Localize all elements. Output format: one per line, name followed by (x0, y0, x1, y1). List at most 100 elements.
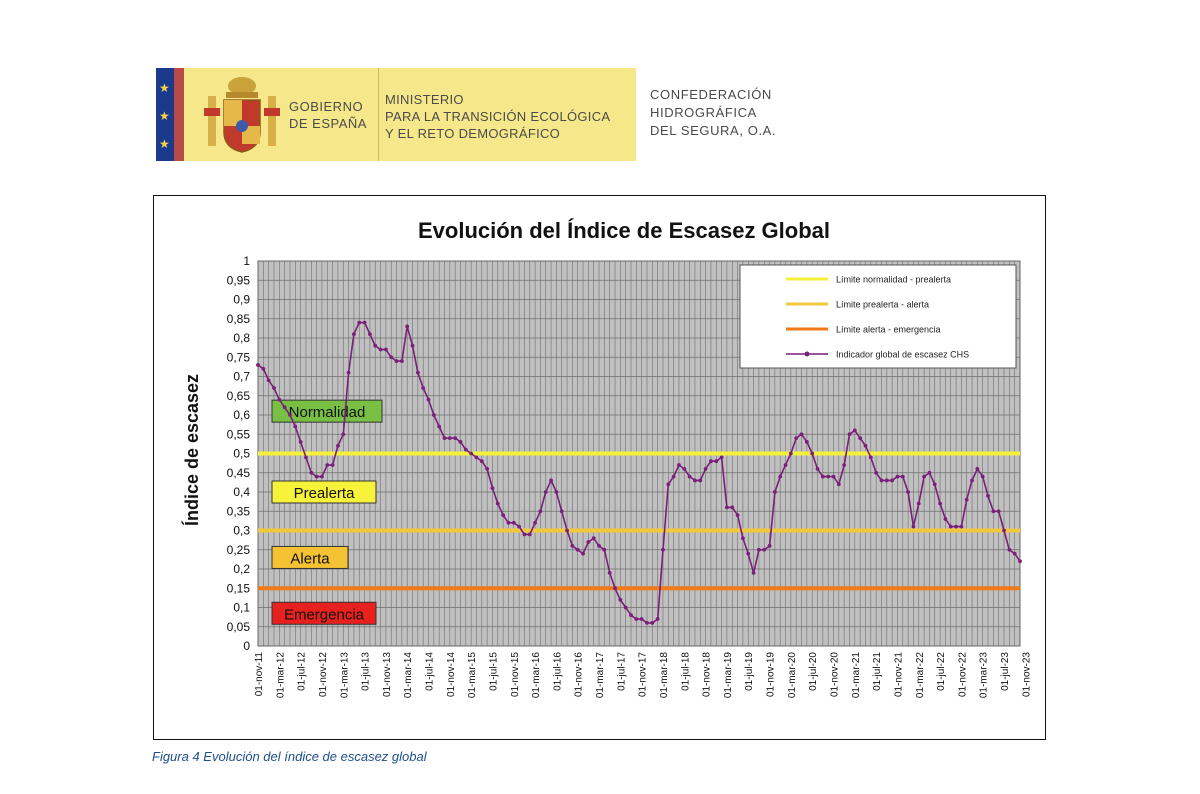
x-tick-label: 01-jul-18 (680, 652, 691, 691)
data-point (820, 474, 825, 479)
data-point (442, 436, 447, 440)
data-point (533, 520, 537, 525)
data-point (266, 378, 271, 383)
data-point (666, 482, 671, 487)
data-point (272, 386, 276, 390)
data-point (368, 332, 372, 337)
data-point (618, 597, 623, 602)
data-point (645, 621, 649, 625)
data-point (554, 490, 559, 494)
data-point (879, 478, 884, 483)
data-point (778, 474, 783, 479)
agency-line: HIDROGRÁFICA (650, 105, 757, 120)
x-tick-label: 01-mar-13 (339, 652, 350, 699)
data-point (975, 467, 980, 471)
data-point (575, 547, 580, 552)
x-tick-label: 01-nov-16 (574, 652, 585, 697)
data-point (996, 509, 1001, 514)
data-point (709, 459, 713, 464)
data-point (426, 397, 431, 402)
data-point (847, 432, 852, 437)
ministry-name: MINISTERIO PARA LA TRANSICIÓN ECOLÓGICA … (385, 91, 610, 142)
data-point (453, 436, 458, 440)
data-point (863, 443, 868, 448)
x-tick-label: 01-mar-17 (595, 652, 606, 699)
data-point (586, 540, 591, 544)
data-point (309, 470, 314, 475)
data-point (570, 544, 575, 548)
data-point (597, 544, 601, 548)
x-tick-label: 01-nov-20 (829, 652, 840, 697)
gov-line: GOBIERNO (289, 99, 364, 114)
data-point (522, 532, 527, 537)
figure-caption: Figura 4 Evolución del índice de escasez… (152, 749, 427, 764)
data-point (256, 363, 260, 367)
data-point (629, 613, 633, 618)
y-tick-label: 0,35 (227, 504, 251, 518)
x-tick-label: 01-nov-14 (446, 652, 457, 697)
x-tick-label: 01-nov-11 (254, 652, 265, 697)
flag-stripe (174, 68, 184, 161)
data-point (959, 524, 964, 529)
data-point (405, 324, 410, 329)
data-point (431, 413, 436, 417)
data-point (325, 463, 330, 467)
data-point (623, 605, 628, 610)
x-tick-label: 01-mar-12 (275, 652, 286, 699)
data-point (986, 493, 990, 498)
data-point (932, 482, 937, 487)
y-tick-label: 0,1 (233, 601, 250, 615)
data-point (746, 551, 751, 556)
data-point (927, 470, 932, 475)
data-point (389, 355, 394, 360)
y-axis: 0 0,05 0,1 0,15 0,2 0,25 0,3 0,35 0,4 0,45 0,5 0,55… (227, 254, 251, 653)
chart-title: Evolución del Índice de Escasez Global (418, 218, 830, 243)
data-point (810, 451, 815, 456)
x-tick-label: 01-nov-19 (766, 652, 777, 697)
y-tick-label: 0,5 (233, 447, 250, 461)
data-point (591, 536, 596, 541)
data-point (741, 536, 745, 541)
x-tick-label: 01-nov-13 (382, 652, 393, 697)
data-point (1007, 547, 1012, 552)
zone-label-box (271, 601, 377, 625)
data-point (421, 386, 426, 390)
data-point (282, 405, 287, 410)
legend-label: Límite normalidad - prealerta (836, 275, 951, 285)
y-tick-label: 0,65 (227, 389, 251, 403)
data-point (767, 544, 772, 548)
y-tick-label: 0,8 (233, 331, 250, 345)
data-point (469, 451, 474, 456)
data-point (938, 501, 942, 506)
zone-label: Emergencia (284, 606, 365, 623)
data-point (954, 524, 958, 529)
data-point (842, 463, 847, 467)
y-tick-label: 0,7 (233, 370, 250, 384)
zone-labels: Normalidad Prealerta Alerta Emergencia (271, 399, 383, 625)
data-point (490, 486, 495, 491)
data-point (410, 343, 415, 348)
legend-label: Límite prealerta - alerta (836, 300, 929, 310)
legend-marker (804, 351, 810, 357)
y-tick-label: 1 (243, 254, 250, 268)
x-tick-label: 01-nov-15 (510, 652, 521, 697)
x-tick-label: 01-mar-21 (851, 652, 862, 699)
zone-label: Normalidad (289, 404, 366, 421)
eu-flag-strip: ★ ★ ★ (156, 68, 174, 161)
data-point (314, 474, 319, 479)
data-point (602, 547, 607, 552)
data-point (756, 547, 761, 552)
data-point (671, 474, 676, 479)
data-point (336, 443, 340, 448)
data-point (538, 509, 543, 514)
data-point (527, 532, 532, 537)
data-point (677, 463, 681, 467)
data-point (511, 520, 516, 525)
y-tick-label: 0,95 (227, 273, 251, 287)
data-point (693, 478, 697, 483)
data-point (383, 347, 388, 352)
y-tick-label: 0,15 (227, 581, 251, 595)
data-point (970, 478, 974, 483)
data-point (900, 474, 905, 479)
data-point (852, 428, 857, 433)
